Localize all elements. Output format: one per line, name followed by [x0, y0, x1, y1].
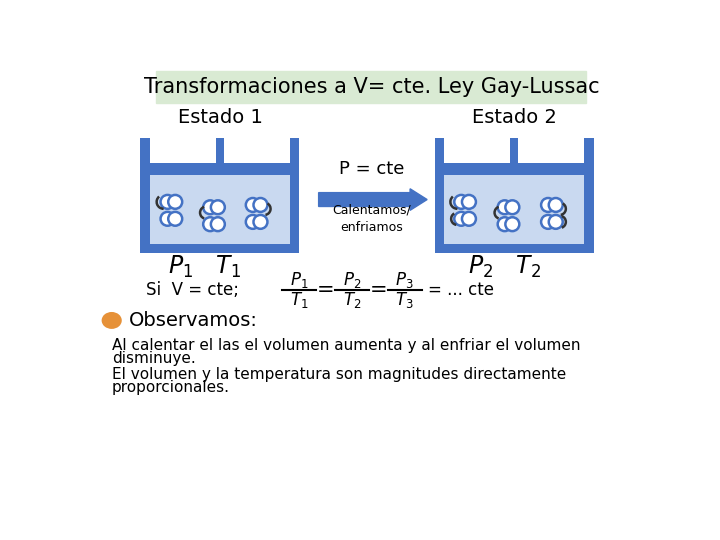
Circle shape — [505, 200, 519, 214]
Circle shape — [253, 198, 267, 212]
Text: Transformaciones a V= cte. Ley Gay-Lussac: Transformaciones a V= cte. Ley Gay-Lussa… — [143, 77, 599, 97]
Text: Estado 1: Estado 1 — [178, 107, 263, 127]
Text: Si  V = cte;: Si V = cte; — [145, 281, 239, 299]
Circle shape — [211, 217, 225, 231]
Circle shape — [498, 217, 512, 231]
Text: =: = — [369, 280, 387, 300]
Circle shape — [549, 215, 563, 229]
FancyArrow shape — [319, 189, 427, 211]
Circle shape — [211, 200, 225, 214]
Text: $T_3$: $T_3$ — [395, 289, 414, 309]
Text: $T_2$: $T_2$ — [343, 289, 361, 309]
Circle shape — [541, 198, 555, 212]
Circle shape — [454, 212, 468, 226]
Circle shape — [161, 195, 174, 209]
Bar — [150, 175, 290, 244]
Circle shape — [161, 212, 174, 226]
Text: $P_1$: $P_1$ — [290, 269, 308, 289]
Circle shape — [246, 198, 260, 212]
Circle shape — [203, 200, 217, 214]
Bar — [140, 244, 300, 253]
Circle shape — [505, 217, 519, 231]
Circle shape — [549, 198, 563, 212]
Circle shape — [203, 217, 217, 231]
Bar — [140, 164, 300, 175]
Text: Estado 2: Estado 2 — [472, 107, 557, 127]
Text: disminuye.: disminuye. — [112, 352, 195, 367]
Bar — [444, 175, 585, 244]
Text: =: = — [317, 280, 334, 300]
Bar — [216, 138, 224, 164]
Circle shape — [168, 195, 182, 209]
Circle shape — [541, 215, 555, 229]
Bar — [150, 138, 290, 244]
Text: $P_2$   $T_2$: $P_2$ $T_2$ — [468, 253, 541, 280]
Ellipse shape — [102, 312, 122, 329]
Text: $T_1$: $T_1$ — [290, 289, 308, 309]
Bar — [510, 138, 518, 164]
Bar — [435, 138, 444, 253]
Text: Observamos:: Observamos: — [129, 311, 258, 330]
Text: Calentamos/
enfriamos: Calentamos/ enfriamos — [332, 204, 410, 234]
Bar — [444, 138, 585, 244]
Text: $P_1$   $T_1$: $P_1$ $T_1$ — [168, 253, 241, 280]
Bar — [140, 138, 150, 253]
FancyBboxPatch shape — [156, 71, 586, 103]
Bar — [435, 164, 594, 175]
Text: P = cte: P = cte — [338, 160, 404, 178]
Circle shape — [454, 195, 468, 209]
Circle shape — [498, 200, 512, 214]
Circle shape — [462, 212, 476, 226]
Text: El volumen y la temperatura son magnitudes directamente: El volumen y la temperatura son magnitud… — [112, 367, 566, 382]
Circle shape — [246, 215, 260, 229]
Text: proporcionales.: proporcionales. — [112, 380, 230, 395]
Text: $P_2$: $P_2$ — [343, 269, 361, 289]
Text: = ... cte: = ... cte — [428, 281, 494, 299]
Bar — [290, 138, 300, 253]
Text: $P_3$: $P_3$ — [395, 269, 414, 289]
Bar — [585, 138, 594, 253]
Circle shape — [168, 212, 182, 226]
Text: Al calentar el las el volumen aumenta y al enfriar el volumen: Al calentar el las el volumen aumenta y … — [112, 339, 580, 353]
Circle shape — [253, 215, 267, 229]
Bar — [435, 244, 594, 253]
Circle shape — [462, 195, 476, 209]
